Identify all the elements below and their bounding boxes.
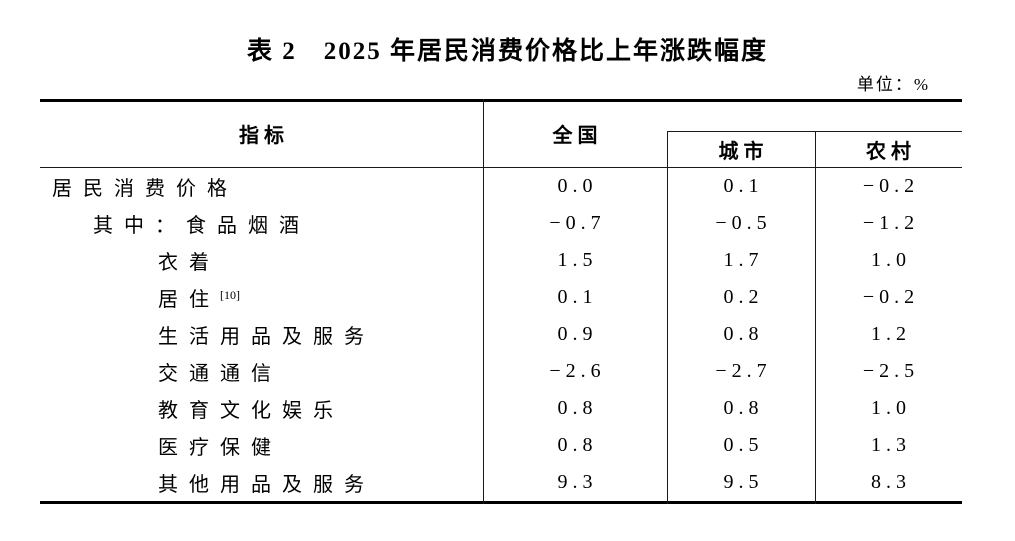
indicator-cell: 居民消费价格 (40, 172, 483, 201)
urban-value: 0.8 (723, 397, 764, 419)
rural-value: −2.5 (862, 360, 920, 382)
rural-value: 1.0 (871, 249, 911, 271)
indicator-cell: 衣着 (40, 246, 483, 275)
rural-value: 1.3 (871, 434, 911, 456)
rural-value: 1.2 (871, 323, 911, 345)
column-header-national: 全国 (552, 124, 603, 147)
header-bottom-border (40, 167, 962, 168)
table-row: 教育文化娱乐 0.8 0.8 1.0 (40, 390, 962, 427)
column-header-urban: 城市 (718, 140, 769, 163)
table-bottom-border (40, 501, 962, 504)
table-row: 居住[10] 0.1 0.2 −0.2 (40, 279, 962, 316)
table-row: 生活用品及服务 0.9 0.8 1.2 (40, 316, 962, 353)
national-value: −2.6 (549, 360, 606, 382)
indicator-label: 衣着 (158, 252, 220, 274)
indicator-label: 生活用品及服务 (158, 326, 375, 348)
national-value: 1.5 (557, 249, 598, 271)
indicator-label: 居住 (158, 289, 220, 311)
indicator-cell: 教育文化娱乐 (40, 394, 483, 423)
table-row: 医疗保健 0.8 0.5 1.3 (40, 427, 962, 464)
urban-value: −0.5 (715, 212, 772, 234)
column-divider-urban-rural (815, 131, 816, 504)
urban-value: 1.7 (723, 249, 764, 271)
column-divider-national-urban (667, 131, 668, 504)
urban-value: −2.7 (715, 360, 772, 382)
table-body: 居民消费价格 0.0 0.1 −0.2 其中：食品烟酒 −0.7 −0.5 −1… (40, 168, 962, 501)
indicator-label: 居民消费价格 (52, 178, 238, 200)
national-value: 9.3 (557, 471, 598, 493)
indicator-cell: 其他用品及服务 (40, 468, 483, 497)
unit-label: 单位：% (856, 75, 930, 94)
rural-value: 8.3 (871, 471, 911, 493)
indicator-label: 交通通信 (158, 363, 282, 385)
national-value: −0.7 (549, 212, 606, 234)
table-row: 其中：食品烟酒 −0.7 −0.5 −1.2 (40, 205, 962, 242)
rural-value: −0.2 (862, 175, 920, 197)
rural-value: 1.0 (871, 397, 911, 419)
national-value: 0.9 (557, 323, 598, 345)
column-divider-indicator-national (483, 99, 484, 504)
table-row: 交通通信 −2.6 −2.7 −2.5 (40, 353, 962, 390)
indicator-label: 其中：食品烟酒 (93, 215, 310, 237)
rural-value: −1.2 (862, 212, 920, 234)
indicator-cell: 生活用品及服务 (40, 320, 483, 349)
table-row: 其他用品及服务 9.3 9.5 8.3 (40, 464, 962, 501)
indicator-label: 医疗保健 (158, 437, 282, 459)
national-value: 0.8 (557, 434, 598, 456)
national-value: 0.8 (557, 397, 598, 419)
rural-value: −0.2 (862, 286, 920, 308)
table-row: 衣着 1.5 1.7 1.0 (40, 242, 962, 279)
urban-value: 0.1 (723, 175, 764, 197)
indicator-cell: 居住[10] (40, 283, 483, 312)
table-top-border (40, 99, 962, 102)
urban-value: 0.8 (723, 323, 764, 345)
footnote-ref: [10] (220, 288, 240, 302)
urban-value: 9.5 (723, 471, 764, 493)
column-header-rural: 农村 (866, 140, 916, 163)
indicator-label: 其他用品及服务 (158, 474, 375, 496)
national-value: 0.0 (557, 175, 598, 197)
urban-value: 0.5 (723, 434, 764, 456)
indicator-label: 教育文化娱乐 (158, 400, 344, 422)
indicator-cell: 其中：食品烟酒 (40, 209, 483, 238)
indicator-cell: 医疗保健 (40, 431, 483, 460)
indicator-cell: 交通通信 (40, 357, 483, 386)
urban-value: 0.2 (723, 286, 764, 308)
national-value: 0.1 (557, 286, 598, 308)
column-header-indicator: 指标 (239, 124, 289, 147)
table-title: 表 2 2025 年居民消费价格比上年涨跌幅度 (246, 38, 768, 65)
subheader-top-border (667, 131, 962, 132)
table-row: 居民消费价格 0.0 0.1 −0.2 (40, 168, 962, 205)
